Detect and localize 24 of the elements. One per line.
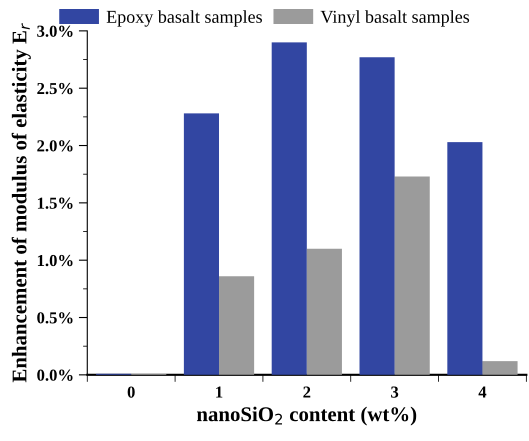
x-tick-label: 4	[478, 386, 486, 398]
y-tick-label: 0.5%	[37, 312, 73, 324]
x-tick-label: 3	[391, 386, 398, 398]
bar	[360, 57, 395, 375]
x-tick-label: 2	[303, 386, 310, 398]
y-axis-title: Enhancement of modulus of elasticity E$_{r}$	[12, 23, 31, 382]
y-tick-label: 2.5%	[37, 82, 73, 94]
bar	[272, 42, 307, 375]
bar	[394, 176, 430, 375]
y-tick-label: 3.0%	[37, 26, 73, 37]
bar	[482, 361, 518, 375]
legend-label: Vinyl basalt samples	[320, 10, 470, 27]
x-tick-label: 1	[216, 386, 222, 398]
y-tick-label: 0.0%	[37, 370, 73, 381]
y-tick-label: 1.0%	[38, 254, 73, 266]
bar	[306, 248, 342, 375]
bar	[447, 142, 482, 375]
x-axis-title: nanoSiO$_{2}$ content (wt%)	[196, 406, 416, 426]
bar	[219, 276, 254, 375]
legend-label: Epoxy basalt samples	[106, 10, 262, 27]
bar	[184, 113, 220, 375]
y-tick-label: 1.5%	[38, 198, 73, 209]
y-tick-label: 2.0%	[37, 140, 73, 152]
x-tick-label: 0	[128, 386, 135, 398]
